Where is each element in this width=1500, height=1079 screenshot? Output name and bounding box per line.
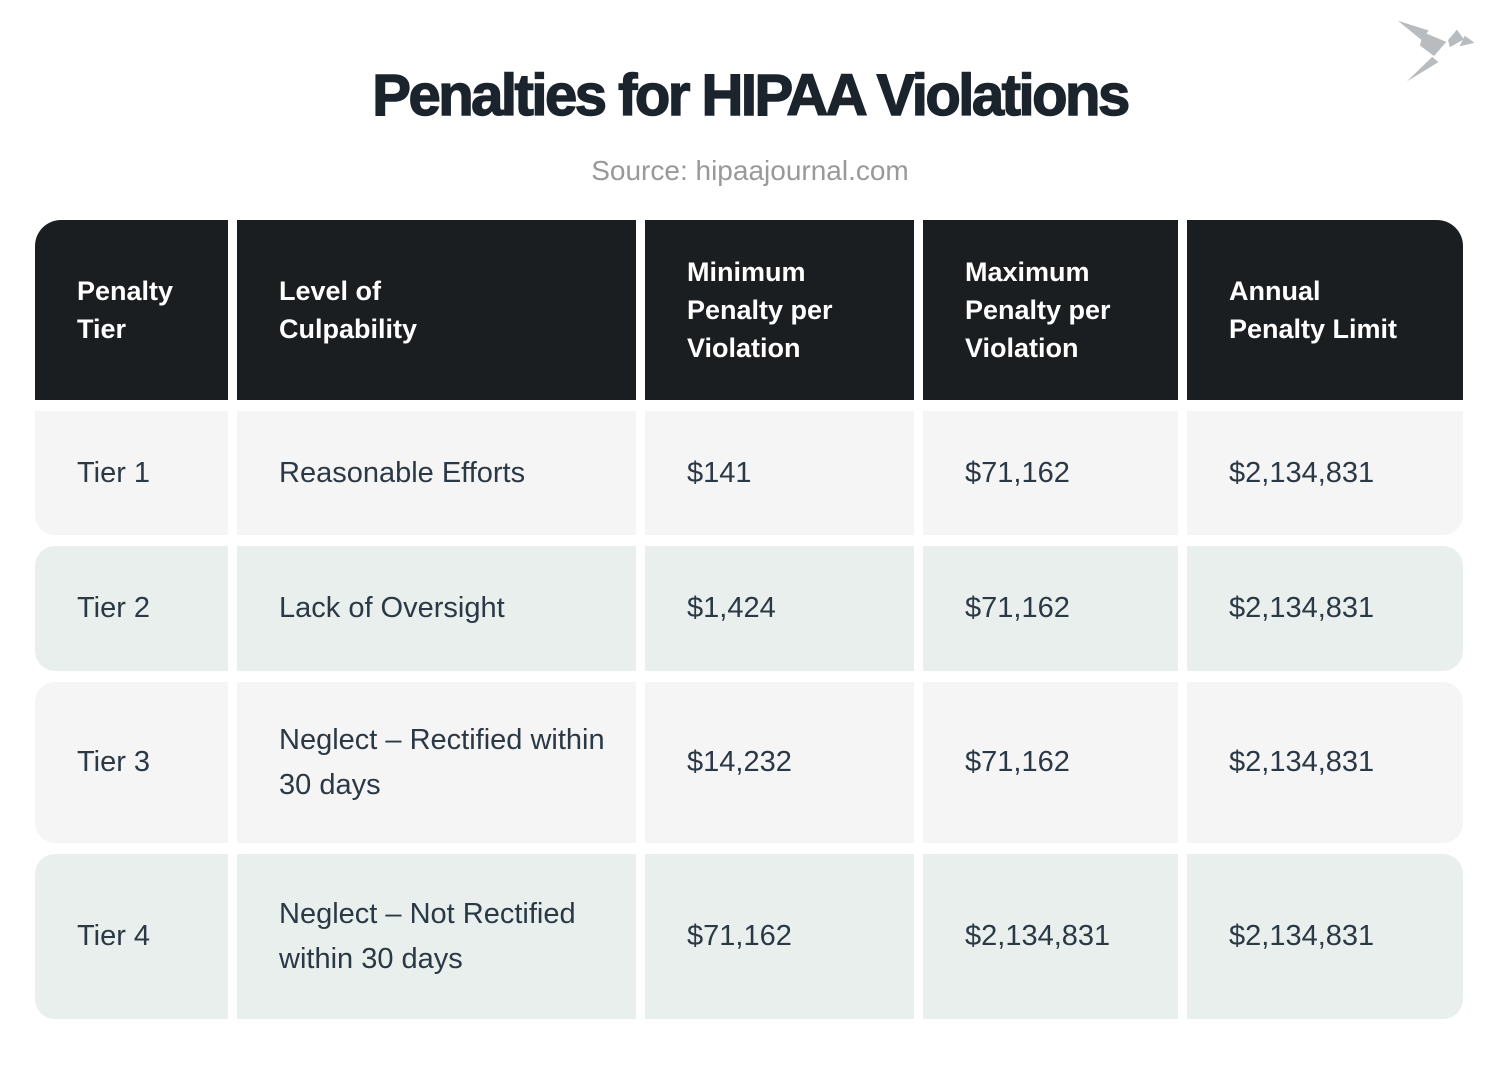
cell-value: $2,134,831 [1229, 920, 1375, 953]
table-cell: $2,134,831 [1187, 682, 1463, 843]
header-label: Maximum Penalty per Violation [965, 256, 1111, 364]
cell-value: Tier 3 [77, 746, 151, 779]
table-cell: $2,134,831 [1187, 854, 1463, 1019]
cell-value: $14,232 [687, 746, 792, 779]
table-cell: Tier 2 [35, 546, 228, 671]
penalties-table: Penalty Tier Level of Culpability Minimu… [35, 220, 1463, 1019]
table-cell: $1,424 [645, 546, 914, 671]
page-title: Penalties for HIPAA Violations [372, 62, 1131, 128]
header-cell-level-of-culpability: Level of Culpability [237, 220, 636, 400]
header-label: Level of Culpability [279, 275, 418, 344]
table-cell: Tier 3 [35, 682, 228, 843]
cell-value: Tier 1 [77, 456, 151, 489]
table-cell: $2,134,831 [1187, 411, 1463, 535]
cell-value: Neglect – Rectified within 30 days [279, 723, 605, 801]
header-label: Penalty Tier [77, 275, 174, 344]
cell-value: $2,134,831 [1229, 746, 1375, 779]
source-attribution: Source: hipaajournal.com [591, 155, 909, 186]
cell-value: $2,134,831 [1229, 456, 1375, 489]
header-cell-maximum-penalty: Maximum Penalty per Violation [923, 220, 1178, 400]
cell-value: $71,162 [965, 592, 1070, 625]
cell-value: Reasonable Efforts [279, 456, 526, 489]
table-cell: $71,162 [923, 682, 1178, 843]
header-cell-annual-penalty-limit: Annual Penalty Limit [1187, 220, 1463, 400]
cell-value: $71,162 [965, 746, 1070, 779]
table-cell: $14,232 [645, 682, 914, 843]
table-cell: $71,162 [645, 854, 914, 1019]
table-cell: $141 [645, 411, 914, 535]
table-cell: Neglect – Rectified within 30 days [237, 682, 636, 843]
table-cell: Reasonable Efforts [237, 411, 636, 535]
table-cell: $71,162 [923, 411, 1178, 535]
table-cell: $2,134,831 [1187, 546, 1463, 671]
header-cell-penalty-tier: Penalty Tier [35, 220, 228, 400]
table-cell: $71,162 [923, 546, 1178, 671]
cell-value: $71,162 [965, 456, 1070, 489]
origami-bird-icon [1397, 20, 1475, 82]
cell-value: Tier 4 [77, 920, 151, 953]
table-cell: Neglect – Not Rectified within 30 days [237, 854, 636, 1019]
cell-value: $71,162 [687, 920, 792, 953]
table-cell: $2,134,831 [923, 854, 1178, 1019]
cell-value: Lack of Oversight [279, 592, 505, 625]
cell-value: $1,424 [687, 592, 776, 625]
cell-value: Tier 2 [77, 592, 151, 625]
cell-value: $2,134,831 [1229, 592, 1375, 625]
header-cell-minimum-penalty: Minimum Penalty per Violation [645, 220, 914, 400]
table-cell: Lack of Oversight [237, 546, 636, 671]
table-cell: Tier 4 [35, 854, 228, 1019]
table-cell: Tier 1 [35, 411, 228, 535]
header-label: Annual Penalty Limit [1229, 275, 1398, 344]
cell-value: $141 [687, 456, 752, 489]
cell-value: $2,134,831 [965, 920, 1111, 953]
header-label: Minimum Penalty per Violation [687, 256, 833, 364]
cell-value: Neglect – Not Rectified within 30 days [279, 897, 576, 975]
